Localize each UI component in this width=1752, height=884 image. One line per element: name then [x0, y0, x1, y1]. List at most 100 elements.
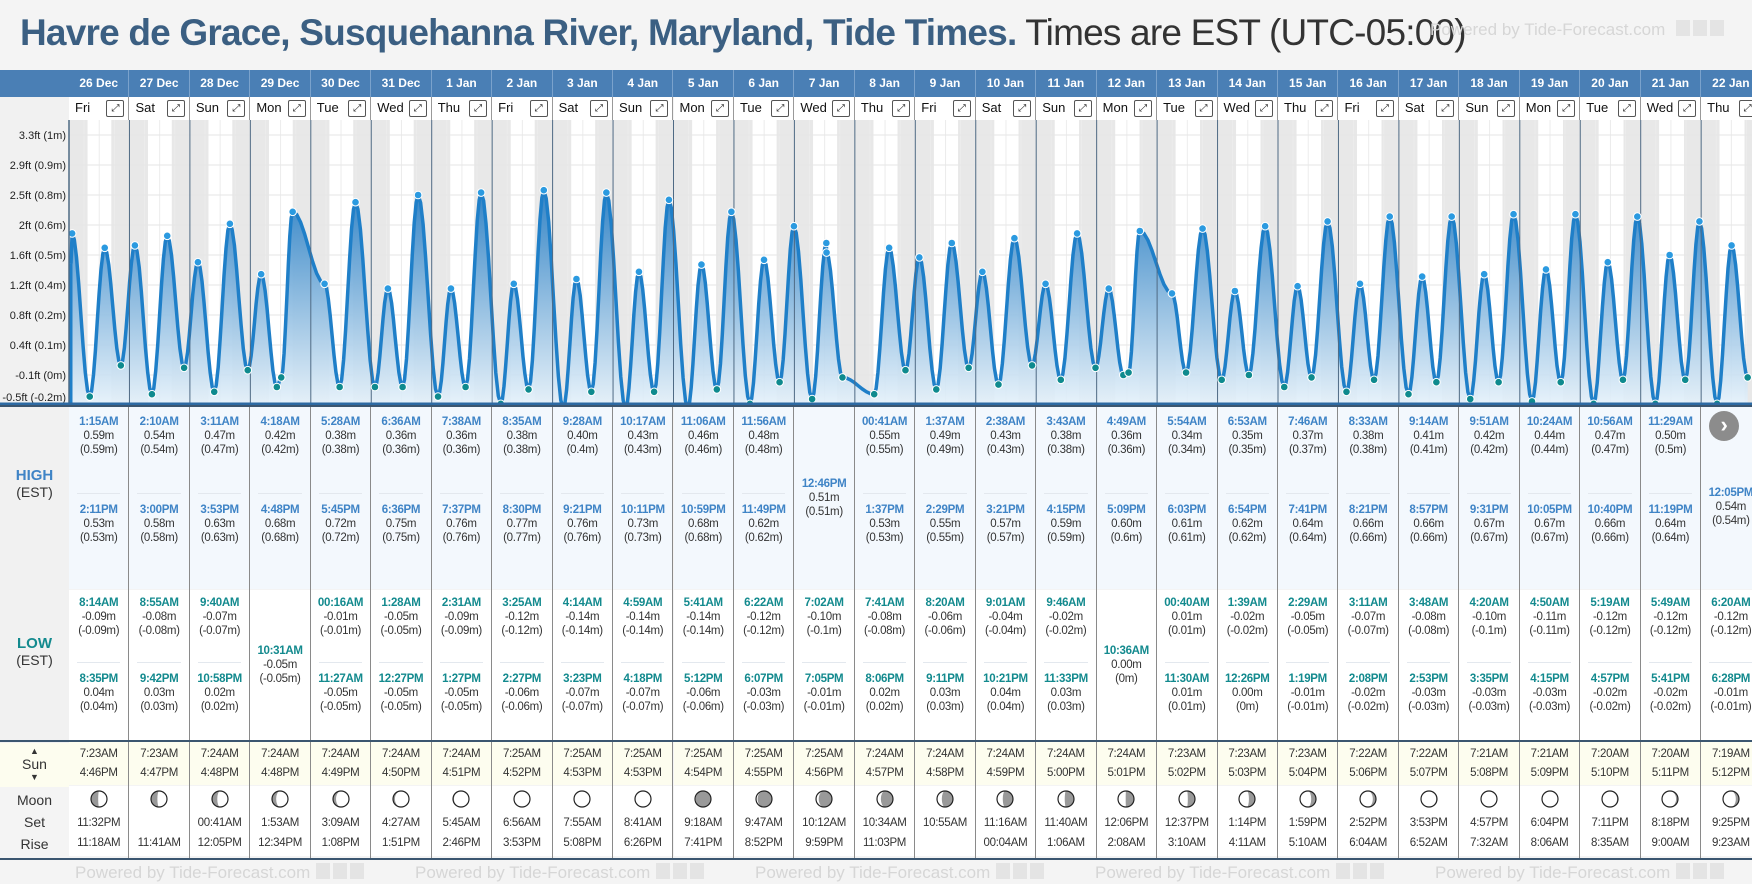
- expand-day-button[interactable]: ⤢: [1315, 100, 1333, 117]
- expand-day-button[interactable]: ⤢: [1013, 100, 1031, 117]
- event-separator: [802, 662, 845, 663]
- low-tide-point: [1182, 369, 1190, 377]
- moon-phase-icon: [976, 789, 1035, 809]
- expand-day-button[interactable]: ⤢: [1436, 100, 1454, 117]
- low-tide-time: 5:12PM: [674, 672, 733, 686]
- expand-day-button[interactable]: ⤢: [892, 100, 910, 117]
- high-tide-event: 8:21PM 0.66m (0.66m): [1338, 503, 1397, 545]
- low-tide-height-alt: (-0.07m): [190, 624, 249, 638]
- low-tide-height-alt: (-0.03m): [734, 700, 793, 714]
- high-tide-time: 5:45PM: [311, 503, 370, 517]
- low-tide-height-alt: (0.01m): [1157, 624, 1216, 638]
- day-of-week-cell: Fri⤢: [915, 97, 975, 120]
- expand-day-button[interactable]: ⤢: [590, 100, 608, 117]
- expand-day-button[interactable]: ⤢: [1497, 100, 1515, 117]
- next-page-button[interactable]: ›: [1709, 411, 1739, 441]
- low-tide-event: 6:07PM -0.03m (-0.03m): [734, 672, 793, 714]
- high-tide-event: 10:05PM 0.67m (0.67m): [1520, 503, 1579, 545]
- expand-day-button[interactable]: ⤢: [650, 100, 668, 117]
- expand-day-button[interactable]: ⤢: [1134, 100, 1152, 117]
- low-tide-event: 3:11AM -0.07m (-0.07m): [1338, 596, 1397, 638]
- day-column: 4:18AM 0.42m (0.42m) 4:48PM 0.68m (0.68m…: [250, 407, 310, 858]
- event-separator: [742, 662, 785, 663]
- expand-day-button[interactable]: ⤢: [771, 100, 789, 117]
- low-tide-height: -0.07m: [1338, 610, 1397, 624]
- high-tide-cell: 9:28AM 0.40m (0.4m) 9:21PM 0.76m (0.76m): [553, 407, 612, 589]
- high-tide-height: 0.46m: [674, 429, 733, 443]
- expand-day-button[interactable]: ⤢: [106, 100, 124, 117]
- day-of-week-cell: Fri⤢: [69, 97, 129, 120]
- low-tide-height-alt: (-0.12m): [1580, 624, 1639, 638]
- high-tide-height: 0.35m: [1218, 429, 1277, 443]
- high-tide-point: [665, 196, 673, 204]
- y-tick-label: 0.8ft (0.2m): [10, 310, 66, 322]
- expand-day-button[interactable]: ⤢: [227, 100, 245, 117]
- low-tide-height: -0.06m: [674, 686, 733, 700]
- low-tide-cell: 3:25AM -0.12m (-0.12m) 2:27PM -0.06m (-0…: [492, 590, 551, 740]
- expand-day-button[interactable]: ⤢: [1557, 100, 1575, 117]
- low-tide-cell: 10:36AM 0.00m (0m): [1097, 590, 1156, 740]
- high-tide-time: 9:21PM: [553, 503, 612, 517]
- expand-day-button[interactable]: ⤢: [469, 100, 487, 117]
- expand-day-button[interactable]: ⤢: [1739, 100, 1752, 117]
- low-tide-height-alt: (-0.01m): [1701, 700, 1752, 714]
- low-tide-event: 1:27PM -0.05m (-0.05m): [432, 672, 491, 714]
- day-of-week: Thu: [861, 100, 883, 115]
- low-tide-height-alt: (-0.05m): [432, 700, 491, 714]
- day-of-week-cell: Fri⤢: [492, 97, 552, 120]
- high-tide-height-alt: (0.58m): [129, 531, 188, 545]
- moon-info: 1:14PM 4:11AM: [1218, 786, 1277, 856]
- low-tide-cell: 8:55AM -0.08m (-0.08m) 9:42PM 0.03m (0.0…: [129, 590, 188, 740]
- expand-day-button[interactable]: ⤢: [348, 100, 366, 117]
- day-of-week-cell: Thu⤢: [432, 97, 492, 120]
- date-header-cell: 18 Jan: [1459, 70, 1519, 97]
- high-tide-point: [1418, 273, 1426, 281]
- day-of-week: Tue: [317, 100, 339, 115]
- high-tide-height: 0.36m: [371, 429, 430, 443]
- high-tide-time: 1:37AM: [915, 415, 974, 429]
- low-tide-cell: 6:20AM -0.12m (-0.12m) 6:28PM -0.01m (-0…: [1701, 590, 1752, 740]
- high-tide-event: 10:24AM 0.44m (0.44m): [1520, 415, 1579, 457]
- expand-day-button[interactable]: ⤢: [167, 100, 185, 117]
- date-header-cell: 4 Jan: [613, 70, 673, 97]
- moon-info: 9:25PM 9:23AM: [1701, 786, 1752, 856]
- low-tide-height-alt: (-0.14m): [553, 624, 612, 638]
- sunrise-time: 7:22AM: [1338, 747, 1397, 761]
- date-header-cell: 30 Dec: [311, 70, 371, 97]
- day-of-week-cell: Tue ⤢: [311, 97, 371, 120]
- low-tide-time: 10:58PM: [190, 672, 249, 686]
- high-tide-point: [823, 249, 831, 257]
- moon-phase-icon: [915, 789, 974, 809]
- expand-day-button[interactable]: ⤢: [711, 100, 729, 117]
- expand-day-button[interactable]: ⤢: [1678, 100, 1696, 117]
- expand-day-button[interactable]: ⤢: [1376, 100, 1394, 117]
- event-separator: [379, 493, 422, 494]
- day-of-week: Mon: [680, 100, 705, 115]
- expand-day-button[interactable]: ⤢: [1195, 100, 1213, 117]
- title-timezone: Times are EST (UTC-05:00): [1025, 12, 1466, 53]
- low-tide-cell: 4:59AM -0.14m (-0.14m) 4:18PM -0.07m (-0…: [613, 590, 672, 740]
- low-tide-height: -0.05m: [371, 686, 430, 700]
- high-tide-event: 3:21PM 0.57m (0.57m): [976, 503, 1035, 545]
- expand-day-button[interactable]: ⤢: [288, 100, 306, 117]
- expand-day-button[interactable]: ⤢: [1618, 100, 1636, 117]
- low-tide-time: 00:16AM: [311, 596, 370, 610]
- expand-day-button[interactable]: ⤢: [1255, 100, 1273, 117]
- expand-icon: ⤢: [414, 103, 422, 114]
- low-tide-height-alt: (-0.03m): [1459, 700, 1518, 714]
- high-tide-point: [226, 220, 234, 228]
- high-tide-height: 0.54m: [1701, 500, 1752, 514]
- high-tide-time: 9:28AM: [553, 415, 612, 429]
- day-of-week-cell: Wed⤢: [1218, 97, 1278, 120]
- expand-day-button[interactable]: ⤢: [953, 100, 971, 117]
- date-header-cell: 26 Dec: [69, 70, 129, 97]
- expand-day-button[interactable]: ⤢: [832, 100, 850, 117]
- expand-day-button[interactable]: ⤢: [1074, 100, 1092, 117]
- expand-day-button[interactable]: ⤢: [409, 100, 427, 117]
- sun-times: 7:21AM 5:09PM: [1520, 741, 1579, 785]
- expand-day-button[interactable]: ⤢: [530, 100, 548, 117]
- low-tide-height-alt: (-0.07m): [553, 700, 612, 714]
- date-header-cell: 3 Jan: [553, 70, 613, 97]
- moon-phase-icon: [1338, 789, 1397, 809]
- low-tide-height-alt: (-0.02m): [1338, 700, 1397, 714]
